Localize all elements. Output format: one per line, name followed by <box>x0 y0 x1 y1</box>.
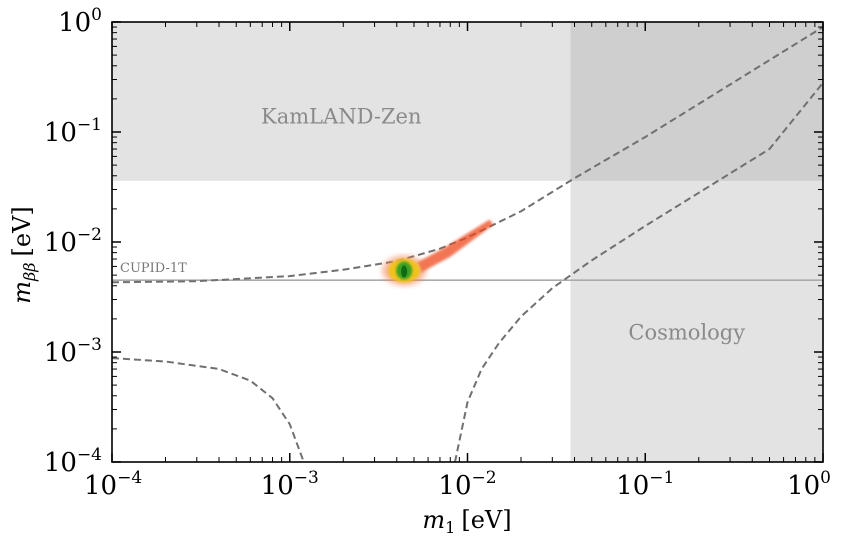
y-tick-label: 10−3 <box>44 335 102 368</box>
x-axis-label-symbol: m <box>422 506 445 534</box>
y-tick-label: 10−4 <box>44 445 102 478</box>
y-axis-label: mββ [eV] <box>8 206 39 304</box>
x-tick-label: 10−4 <box>84 468 142 501</box>
x-axis-label: m1 [eV] <box>422 506 511 537</box>
kamland-zen-label: KamLAND-Zen <box>261 104 421 128</box>
cupid-1t-label: CUPID-1T <box>120 261 187 276</box>
y-tick-label: 100 <box>58 5 102 38</box>
y-tick-label: 10−2 <box>44 225 102 258</box>
ordering-band-lower-right-curve <box>454 82 823 462</box>
x-axis-label-sub: 1 <box>445 518 455 537</box>
posterior-tail <box>417 219 494 273</box>
x-tick-label: 100 <box>787 468 831 501</box>
y-axis-label-symbol: m <box>8 281 36 304</box>
x-tick-label: 10−1 <box>616 468 674 501</box>
x-axis-label-unit: [eV] <box>461 506 511 534</box>
y-axis-label-unit: [eV] <box>8 206 36 256</box>
x-tick-label: 10−3 <box>261 468 319 501</box>
y-axis-label-sub: ββ <box>20 263 39 283</box>
posterior-core-dark <box>401 265 408 278</box>
ordering-band-upper-curve <box>112 26 823 284</box>
posterior-blob <box>382 219 494 286</box>
y-tick-label: 10−1 <box>44 115 102 148</box>
x-tick-label: 10−2 <box>438 468 496 501</box>
ordering-band-lower-left-curve <box>112 357 305 462</box>
excluded-overlap-region <box>570 22 823 181</box>
axis-ticks: 10−4 10−3 10−2 10−1 100 10−4 10−3 10−2 10−1 100 <box>44 5 831 501</box>
cosmology-label: Cosmology <box>628 320 745 344</box>
